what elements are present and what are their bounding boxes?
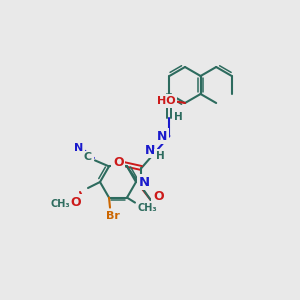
Text: HO: HO — [157, 96, 175, 106]
Text: Br: Br — [106, 211, 120, 220]
Text: N: N — [145, 143, 156, 157]
Text: C: C — [84, 152, 92, 162]
Text: H: H — [174, 112, 183, 122]
Text: CH₃: CH₃ — [137, 202, 157, 213]
Text: H: H — [156, 151, 165, 161]
Text: N: N — [74, 143, 84, 153]
Text: CH₃: CH₃ — [50, 199, 70, 209]
Text: O: O — [113, 157, 124, 169]
Text: O: O — [153, 190, 164, 202]
Text: N: N — [138, 176, 150, 188]
Text: N: N — [157, 130, 168, 142]
Text: O: O — [71, 196, 81, 208]
